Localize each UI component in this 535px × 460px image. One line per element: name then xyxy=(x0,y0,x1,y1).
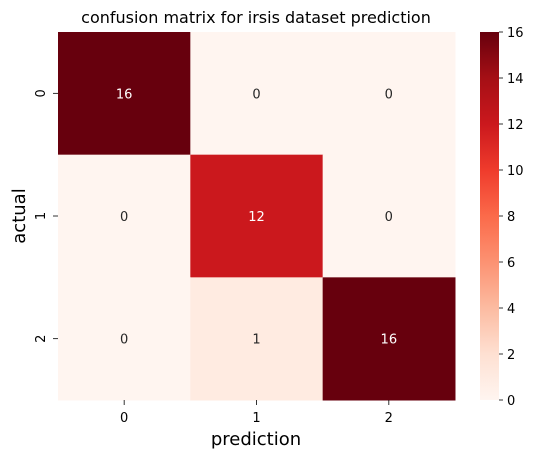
colorbar-tick-label: 12 xyxy=(507,118,524,133)
cell-value-label: 0 xyxy=(385,87,393,102)
heatmap-cell xyxy=(322,154,456,278)
y-axis-label: actual xyxy=(9,188,30,243)
cell-value-label: 0 xyxy=(120,210,128,225)
colorbar-tick-label: 10 xyxy=(507,164,524,179)
heatmap-cell xyxy=(58,32,191,156)
cell-value-label: 12 xyxy=(248,210,265,225)
cell-value-label: 0 xyxy=(252,87,260,102)
heatmap-cell xyxy=(322,277,456,401)
colorbar-tick-label: 4 xyxy=(507,302,515,317)
x-tick-label: 0 xyxy=(120,411,128,426)
colorbar-ticks: 0 2 4 6 8 10 12 14 16 xyxy=(499,26,524,409)
heatmap-cells: 16 0 0 0 12 0 0 1 16 xyxy=(58,32,456,401)
y-tick-label: 1 xyxy=(34,212,49,220)
colorbar-tick-label: 14 xyxy=(507,72,524,87)
cell-value-label: 16 xyxy=(116,87,133,102)
heatmap-cell xyxy=(322,32,456,156)
heatmap-cell xyxy=(190,154,324,278)
y-tick-label: 2 xyxy=(34,335,49,343)
y-tick-label: 0 xyxy=(34,89,49,97)
x-tick-label: 2 xyxy=(385,411,393,426)
cell-value-label: 0 xyxy=(120,333,128,348)
x-tick-label: 1 xyxy=(252,411,260,426)
heatmap-cell xyxy=(58,154,191,278)
cell-value-label: 0 xyxy=(385,210,393,225)
colorbar-tick-label: 6 xyxy=(507,256,515,271)
cell-value-label: 16 xyxy=(381,333,398,348)
colorbar xyxy=(480,32,499,400)
colorbar-tick-label: 16 xyxy=(507,26,524,41)
chart-title: confusion matrix for irsis dataset predi… xyxy=(81,8,431,27)
x-axis-label: prediction xyxy=(211,429,301,450)
y-axis-ticks: 0 1 2 xyxy=(34,89,58,343)
heatmap-cell xyxy=(190,32,324,156)
colorbar-tick-label: 0 xyxy=(507,394,515,409)
colorbar-tick-label: 2 xyxy=(507,348,515,363)
x-axis-ticks: 0 1 2 xyxy=(120,400,393,426)
heatmap-cell xyxy=(58,277,191,401)
colorbar-tick-label: 8 xyxy=(507,210,515,225)
heatmap-cell xyxy=(190,277,324,401)
cell-value-label: 1 xyxy=(252,333,260,348)
